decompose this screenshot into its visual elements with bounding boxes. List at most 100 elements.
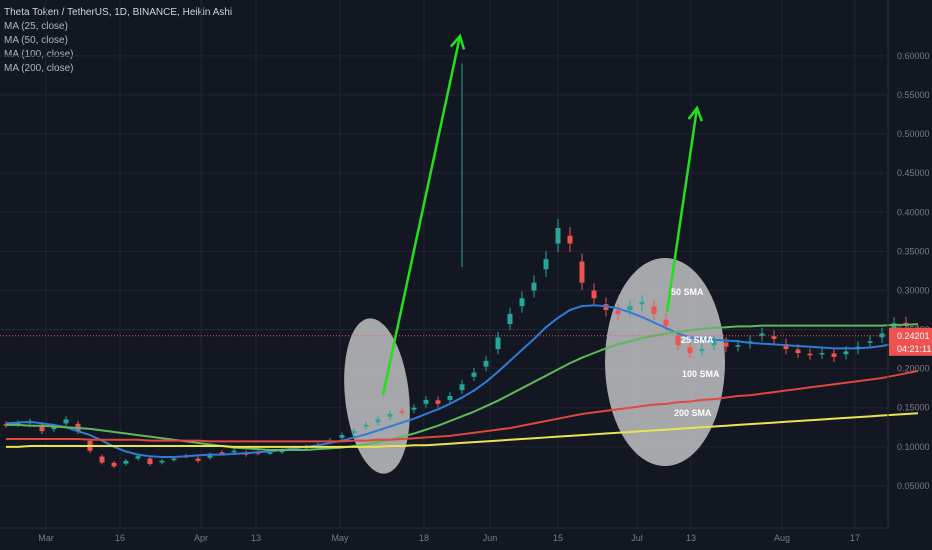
candle-body [159,460,165,463]
y-tick-label: 0.30000 [897,285,930,295]
candle-body [795,349,801,354]
candle-body [615,310,621,314]
candle-body [111,462,117,467]
candle-body [51,427,57,430]
annotation-200-sma: 200 SMA [674,408,712,418]
candle-body [207,454,213,458]
candle-body [639,302,645,305]
candle-body [231,450,237,453]
candle-body [375,419,381,423]
candle-body [351,431,357,434]
price-tag-value: 0.24201 [897,331,930,341]
candle-body [699,349,705,352]
candle-body [99,456,105,463]
candle-body [459,384,465,391]
x-tick-label: 17 [850,533,860,543]
legend-ma100[interactable]: MA (100, close) [4,49,74,60]
price-tag-countdown: 04:21:11 [897,344,931,354]
y-tick-label: 0.20000 [897,364,930,374]
arrow-head [449,33,466,50]
candle-body [267,452,273,454]
candle-body [723,342,729,347]
x-tick-label: 16 [115,533,125,543]
y-tick-label: 0.35000 [897,246,930,256]
chart-legend: Theta Token / TetherUS, 1D, BINANCE, Hei… [4,6,232,76]
candle-body [435,400,441,404]
candle-body [543,259,549,270]
ma-line-200 [6,412,919,448]
candle-body [579,261,585,283]
x-tick-label: Jul [631,533,643,543]
candle-body [471,372,477,377]
y-tick-label: 0.05000 [897,481,930,491]
legend-ma25[interactable]: MA (25, close) [4,21,68,32]
y-tick-label: 0.15000 [897,403,930,413]
x-tick-label: Jun [483,533,498,543]
arrow-head [687,105,704,122]
y-tick-label: 0.10000 [897,442,930,452]
candle-body [63,419,69,424]
legend-ma200[interactable]: MA (200, close) [4,63,74,74]
candle-body [219,452,225,454]
x-tick-label: Aug [774,533,790,543]
candle-body [711,341,717,346]
annotation-25-sma: 25 SMA [681,335,714,345]
candle-body [483,360,489,367]
legend-ma50[interactable]: MA (50, close) [4,35,68,46]
x-axis[interactable]: Mar 16 Apr 13 May 18 Jun 15 Jul 13 Aug 17 [38,533,860,543]
y-tick-label: 0.45000 [897,168,930,178]
drawing-arrows [381,33,704,396]
candle-body [279,450,285,453]
candle-body [399,411,405,413]
candle-body [39,424,45,432]
candle-body [663,319,669,326]
x-tick-label: Apr [194,533,208,543]
candle-body [171,458,177,461]
moving-averages [5,304,919,458]
candle-body [195,458,201,461]
y-tick-label: 0.60000 [897,51,930,61]
candle-body [507,313,513,325]
candle-body [531,282,537,291]
candle-body [363,424,369,427]
candle-body [783,344,789,350]
x-tick-label: 18 [419,533,429,543]
candle-body [831,353,837,357]
candle-body [627,306,633,311]
x-tick-label: 13 [251,533,261,543]
candle-body [819,353,825,355]
highlight-ellipse [344,318,410,474]
x-tick-label: 13 [686,533,696,543]
x-tick-label: Mar [38,533,54,543]
candle-body [807,353,813,356]
grid-lines [0,0,888,528]
y-tick-label: 0.50000 [897,129,930,139]
ma-line-50 [6,323,919,451]
highlight-ellipse [605,258,725,466]
candle-body [843,351,849,355]
annotation-50-sma: 50 SMA [671,287,704,297]
candle-body [495,337,501,350]
price-tag: 0.24201 04:21:11 [889,327,932,356]
candle-body [651,306,657,314]
candle-body [147,458,153,465]
legend-title[interactable]: Theta Token / TetherUS, 1D, BINANCE, Hei… [4,7,233,18]
annotation-100-sma: 100 SMA [682,369,720,379]
candle-body [387,413,393,417]
candle-body [123,460,129,464]
x-tick-label: May [331,533,349,543]
candle-body [423,399,429,404]
candle-body [687,347,693,354]
candle-body [675,335,681,346]
candle-body [567,235,573,244]
candle-body [555,227,561,244]
candle-body [339,435,345,438]
x-tick-label: 15 [553,533,563,543]
y-axis[interactable]: 0.050000.100000.150000.200000.250000.300… [897,51,930,491]
ma-line-25 [5,304,919,458]
arrow-line [381,35,462,396]
candle-body [519,298,525,307]
candle-body [735,345,741,347]
candle-body [447,396,453,400]
